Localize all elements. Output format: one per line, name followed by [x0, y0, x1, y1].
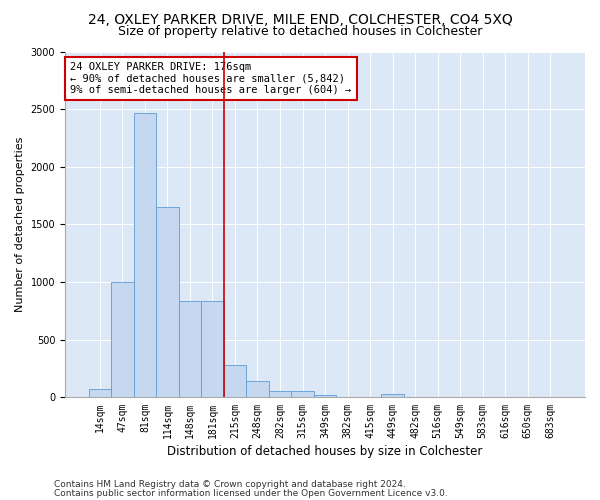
Y-axis label: Number of detached properties: Number of detached properties: [15, 137, 25, 312]
Bar: [134, 112, 156, 398]
Text: 24, OXLEY PARKER DRIVE, MILE END, COLCHESTER, CO4 5XQ: 24, OXLEY PARKER DRIVE, MILE END, COLCHE…: [88, 12, 512, 26]
Bar: [224, 365, 246, 398]
Bar: [179, 300, 201, 398]
Bar: [314, 395, 336, 398]
Bar: [246, 382, 269, 398]
Text: Contains public sector information licensed under the Open Government Licence v3: Contains public sector information licen…: [54, 488, 448, 498]
Bar: [381, 394, 404, 398]
Bar: [89, 389, 111, 398]
Bar: [269, 390, 291, 398]
Text: 24 OXLEY PARKER DRIVE: 176sqm
← 90% of detached houses are smaller (5,842)
9% of: 24 OXLEY PARKER DRIVE: 176sqm ← 90% of d…: [70, 62, 352, 95]
X-axis label: Distribution of detached houses by size in Colchester: Distribution of detached houses by size …: [167, 444, 483, 458]
Bar: [201, 300, 224, 398]
Bar: [291, 390, 314, 398]
Text: Contains HM Land Registry data © Crown copyright and database right 2024.: Contains HM Land Registry data © Crown c…: [54, 480, 406, 489]
Bar: [156, 207, 179, 398]
Bar: [111, 282, 134, 398]
Text: Size of property relative to detached houses in Colchester: Size of property relative to detached ho…: [118, 25, 482, 38]
